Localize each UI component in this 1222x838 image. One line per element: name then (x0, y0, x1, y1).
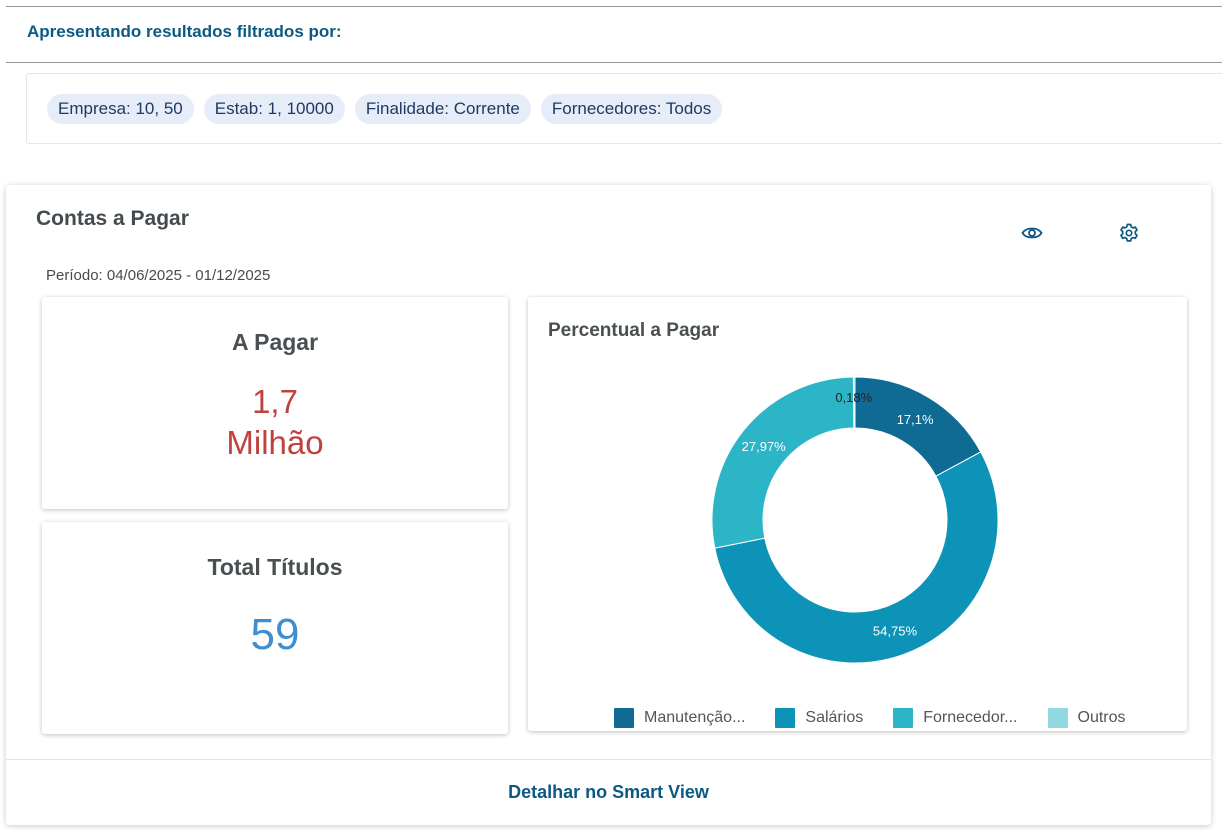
gear-icon[interactable] (1117, 221, 1141, 245)
filter-chip-finalidade[interactable]: Finalidade: Corrente (354, 93, 531, 124)
kpi-card-total-titulos: Total Títulos 59 (42, 522, 508, 734)
panel-title: Contas a Pagar (36, 207, 189, 230)
legend-swatch (893, 708, 914, 728)
kpi-value-total-titulos: 59 (250, 610, 300, 659)
filter-divider (6, 62, 1222, 63)
kpi-title-total-titulos: Total Títulos (207, 554, 343, 580)
legend-label: Manutenção... (644, 709, 746, 726)
filter-chip-estab[interactable]: Estab: 1, 10000 (203, 93, 345, 124)
legend-label: Outros (1077, 709, 1126, 726)
top-divider (6, 6, 1222, 7)
donut-slice[interactable] (711, 376, 855, 549)
legend-item-fornecedores[interactable]: Fornecedor... (893, 708, 1018, 728)
donut-slice[interactable] (714, 451, 999, 664)
period-label: Período: 04/06/2025 - 01/12/2025 (46, 267, 271, 284)
footer-divider (6, 759, 1211, 760)
filter-chip-fornecedores[interactable]: Fornecedores: Todos (540, 93, 723, 124)
donut-slice[interactable] (852, 376, 856, 429)
filter-chip-empresa[interactable]: Empresa: 10, 50 (47, 93, 194, 124)
contas-a-pagar-panel: Contas a Pagar Período: 04/06/2025 - 01/… (6, 185, 1211, 825)
legend-item-salarios[interactable]: Salários (775, 708, 863, 728)
legend-swatch (775, 708, 796, 728)
donut-data-label: 27,97% (742, 439, 787, 454)
kpi-card-a-pagar: A Pagar 1,7 Milhão (42, 297, 508, 509)
donut-data-label: 0,18% (835, 390, 872, 405)
donut-data-label: 17,1% (897, 412, 934, 427)
chart-legend: Manutenção... Salários Fornecedor... Out… (614, 708, 1156, 728)
filter-heading: Apresentando resultados filtrados por: (27, 22, 342, 41)
donut-chart: 17,1% 54,75% 27,97% 0,18% (711, 376, 999, 664)
chart-card: Percentual a Pagar 17,1% 54,75% 27,97% 0,18… (528, 297, 1187, 731)
legend-swatch (614, 708, 634, 728)
legend-item-outros[interactable]: Outros (1047, 708, 1126, 728)
kpi-value-a-pagar-unit: Milhão (226, 424, 324, 461)
donut-data-label: 54,75% (873, 623, 918, 638)
eye-icon[interactable] (1020, 221, 1044, 245)
legend-label: Salários (805, 709, 864, 726)
legend-item-manutencao[interactable]: Manutenção... (614, 708, 745, 728)
kpi-title-a-pagar: A Pagar (231, 329, 319, 355)
kpi-value-a-pagar-number: 1,7 (252, 383, 298, 420)
legend-swatch (1047, 708, 1068, 728)
smart-view-link[interactable]: Detalhar no Smart View (508, 782, 709, 802)
legend-label: Fornecedor... (923, 709, 1018, 726)
chart-title: Percentual a Pagar (548, 320, 720, 341)
filter-chips-container: Empresa: 10, 50 Estab: 1, 10000 Finalida… (26, 73, 1222, 144)
